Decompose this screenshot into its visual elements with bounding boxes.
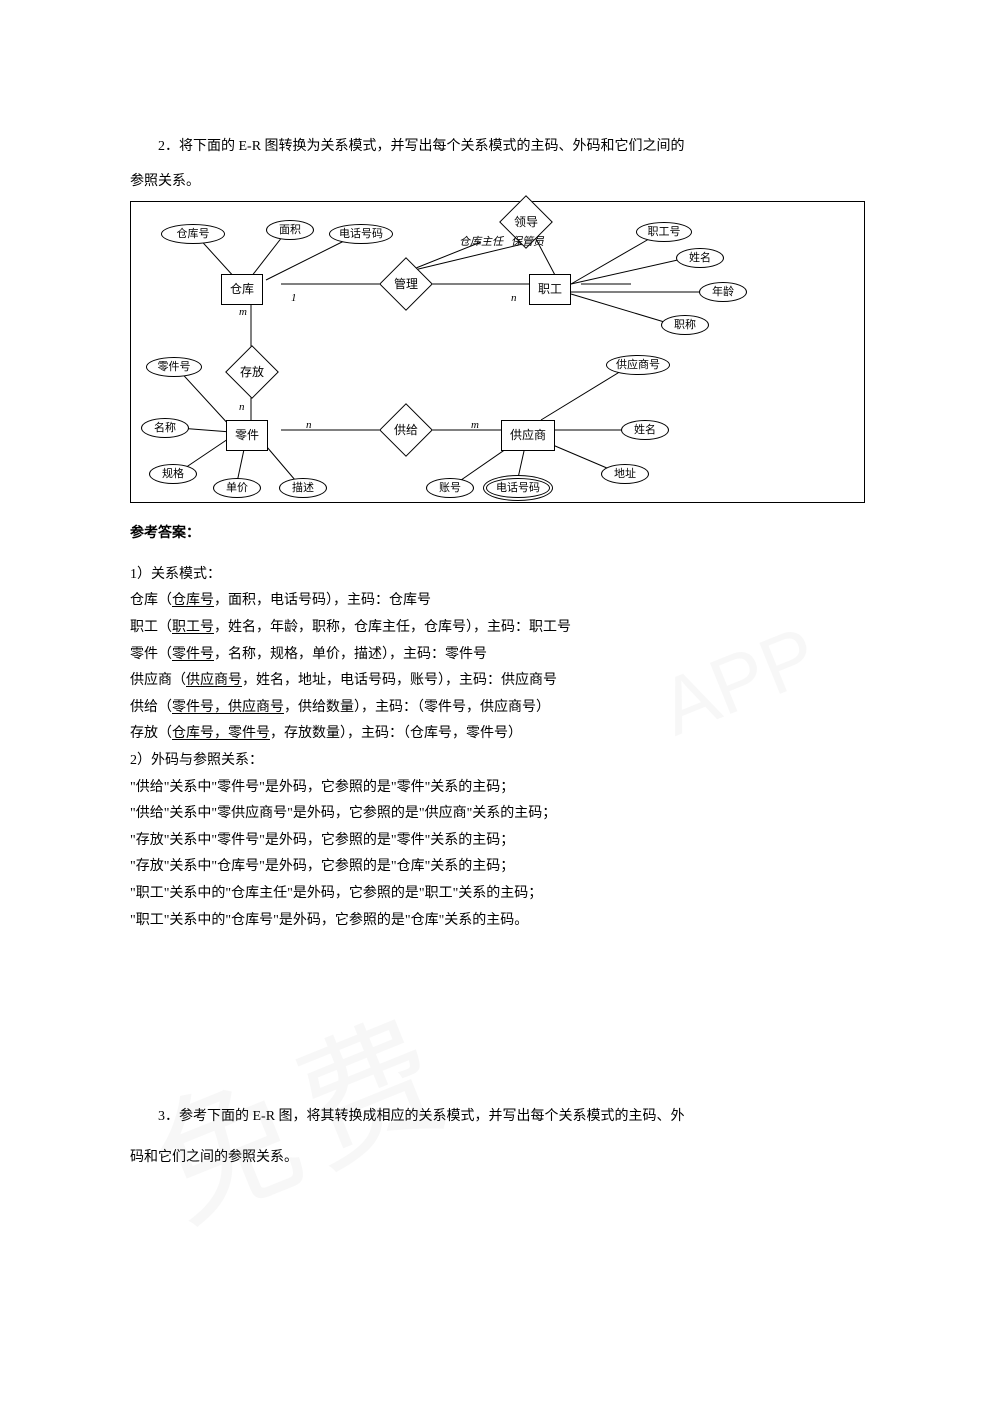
er-diagram: 仓库号 面积 电话号码 领导 仓库主任 保管员 职工号 姓名 年龄 职称 仓库 …	[130, 201, 865, 503]
ref-2: "存放"关系中"零件号"是外码，它参照的是"零件"关系的主码；	[130, 828, 863, 855]
ref-4: "职工"关系中的"仓库主任"是外码，它参照的是"职工"关系的主码；	[130, 881, 863, 908]
q3-prefix: 3．参考下面的 E-R 图，将其转换成相应的关系模式，并写出每个关系模式的主码、…	[158, 1109, 685, 1124]
ref-3: "存放"关系中"仓库号"是外码，它参照的是"仓库"关系的主码；	[130, 854, 863, 881]
question-2: 2．将下面的 E-R 图转换为关系模式，并写出每个关系模式的主码、外码和它们之间…	[130, 134, 863, 161]
card-n1: n	[511, 288, 517, 309]
ref-1: "供给"关系中"零供应商号"是外码，它参照的是"供应商"关系的主码；	[130, 801, 863, 828]
rel-manage: 管理	[381, 269, 431, 299]
entity-employee: 职工	[529, 274, 571, 305]
card-m2: m	[471, 415, 479, 436]
schema-supplier: 供应商（供应商号，姓名，地址，电话号码，账号），主码：供应商号	[130, 668, 863, 695]
section-2-header: 2）外码与参照关系：	[130, 748, 863, 775]
ref-0: "供给"关系中"零件号"是外码，它参照的是"零件"关系的主码；	[130, 775, 863, 802]
entity-part: 零件	[226, 420, 268, 451]
question-3: 3．参考下面的 E-R 图，将其转换成相应的关系模式，并写出每个关系模式的主码、…	[130, 1104, 863, 1131]
schema-employee: 职工（职工号，姓名，年龄，职称，仓库主任，仓库号），主码：职工号	[130, 615, 863, 642]
q3-continuation: 码和它们之间的参照关系。	[130, 1145, 863, 1172]
entity-warehouse: 仓库	[221, 274, 263, 305]
rel-store: 存放	[227, 357, 277, 387]
section-1-header: 1）关系模式：	[130, 562, 863, 589]
answer-header: 参考答案：	[130, 521, 863, 548]
card-1: 1	[291, 288, 297, 309]
schema-warehouse: 仓库（仓库号，面积，电话号码），主码：仓库号	[130, 588, 863, 615]
q2-continuation: 参照关系。	[130, 169, 863, 196]
schema-supply: 供给（零件号，供应商号，供给数量），主码：（零件号，供应商号）	[130, 695, 863, 722]
q2-prefix: 2．将下面的 E-R 图转换为关系模式，并写出每个关系模式的主码、外码和它们之间…	[158, 139, 685, 154]
page-content: 2．将下面的 E-R 图转换为关系模式，并写出每个关系模式的主码、外码和它们之间…	[0, 0, 993, 1211]
card-wh-head: 仓库主任	[459, 232, 503, 253]
schema-store: 存放（仓库号，零件号，存放数量），主码：（仓库号，零件号）	[130, 721, 863, 748]
entity-supplier: 供应商	[501, 420, 555, 451]
card-n2: n	[239, 397, 245, 418]
card-keeper: 保管员	[511, 232, 544, 253]
schema-part: 零件（零件号，名称，规格，单价，描述），主码：零件号	[130, 642, 863, 669]
ref-5: "职工"关系中的"仓库号"是外码，它参照的是"仓库"关系的主码。	[130, 908, 863, 935]
card-n3: n	[306, 415, 312, 436]
card-m1: m	[239, 302, 247, 323]
rel-supply: 供给	[381, 415, 431, 445]
